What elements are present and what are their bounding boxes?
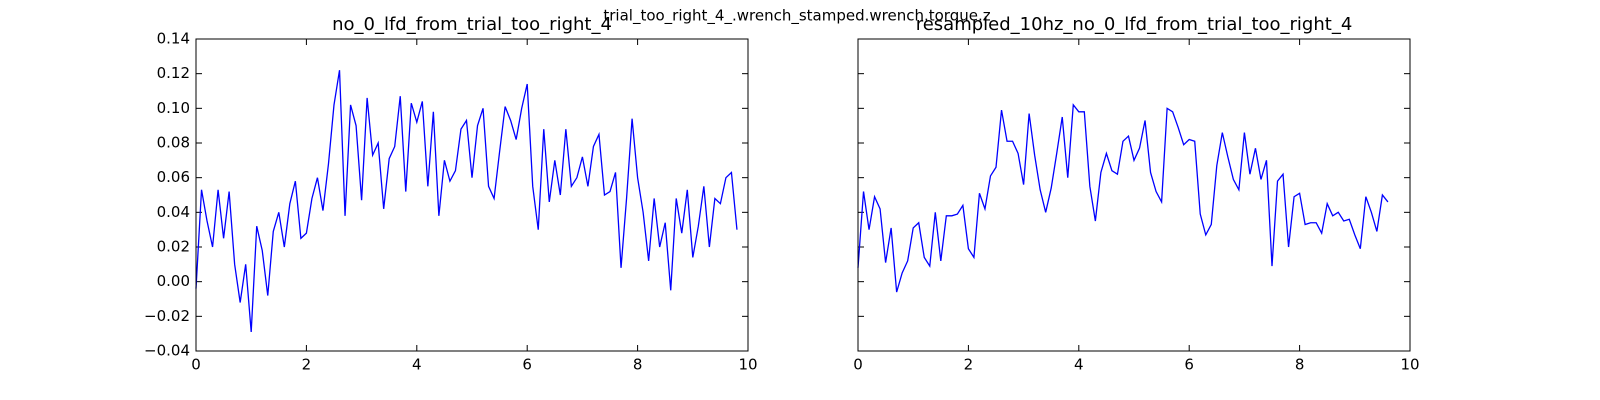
x-tick-label: 8: [1295, 356, 1305, 374]
y-tick-label: 0.04: [157, 203, 190, 221]
y-tick-label: 0.00: [157, 272, 190, 290]
x-tick-label: 4: [412, 356, 422, 374]
y-tick-label: 0.06: [157, 168, 190, 186]
x-tick-label: 6: [522, 356, 532, 374]
figure-title: trial_too_right_4_.wrench_stamped.wrench…: [603, 7, 990, 26]
axes-title: resampled_10hz_no_0_lfd_from_trial_too_r…: [916, 14, 1353, 35]
y-tick-label: −0.02: [144, 307, 190, 325]
y-tick-label: 0.02: [157, 238, 190, 256]
y-tick-label: 0.08: [157, 134, 190, 152]
x-tick-label: 0: [191, 356, 201, 374]
y-tick-label: 0.10: [157, 99, 190, 117]
axes-title: no_0_lfd_from_trial_too_right_4: [332, 14, 612, 35]
x-tick-label: 0: [853, 356, 863, 374]
data-line: [195, 70, 738, 332]
data-line: [857, 103, 1389, 293]
x-tick-label: 4: [1074, 356, 1084, 374]
x-tick-label: 2: [302, 356, 312, 374]
y-tick-label: −0.04: [144, 342, 190, 360]
axes-frame: [195, 38, 749, 352]
y-tick-label: 0.14: [157, 30, 190, 48]
x-tick-label: 10: [738, 356, 757, 374]
x-tick-label: 6: [1184, 356, 1194, 374]
axes-frame: [857, 38, 1411, 352]
x-tick-label: 8: [633, 356, 643, 374]
y-tick-label: 0.12: [157, 64, 190, 82]
x-tick-label: 10: [1400, 356, 1419, 374]
x-tick-label: 2: [964, 356, 974, 374]
